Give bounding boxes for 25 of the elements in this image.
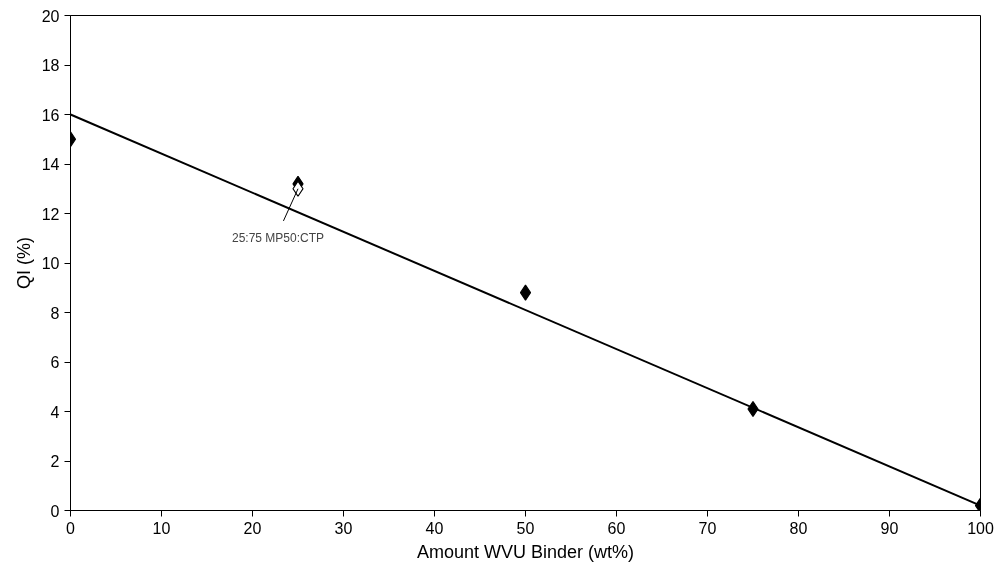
y-tick-label: 18 <box>41 57 60 74</box>
y-tick-label: 8 <box>50 304 60 322</box>
x-tick-label: 100 <box>967 519 994 537</box>
x-tick-label: 40 <box>425 519 444 537</box>
y-tick-label: 4 <box>50 403 60 421</box>
y-tick-label: 2 <box>50 453 60 470</box>
y-tick-label: 16 <box>41 106 60 124</box>
y-axis-title: QI (%) <box>13 237 34 289</box>
x-tick-label: 50 <box>516 519 535 537</box>
x-tick-label: 80 <box>789 519 808 537</box>
y-tick-label: 10 <box>41 255 60 272</box>
y-tick-label: 0 <box>50 502 60 520</box>
x-tick-label: 10 <box>152 519 171 537</box>
annotation: 25:75 MP50:CTP <box>231 230 325 245</box>
x-tick-label: 30 <box>334 519 353 537</box>
y-tick-label: 12 <box>41 205 60 223</box>
x-tick-label: 70 <box>698 519 717 537</box>
y-tick-label: 20 <box>41 7 60 25</box>
x-tick-label: 0 <box>66 519 76 537</box>
x-tick-label: 90 <box>880 519 899 537</box>
x-axis-title: Amount WVU Binder (wt%) <box>416 541 635 562</box>
y-tick-label: 14 <box>41 156 60 173</box>
x-tick-label: 60 <box>607 519 626 537</box>
y-tick-label: 6 <box>50 354 60 371</box>
x-tick-label: 20 <box>243 519 262 537</box>
